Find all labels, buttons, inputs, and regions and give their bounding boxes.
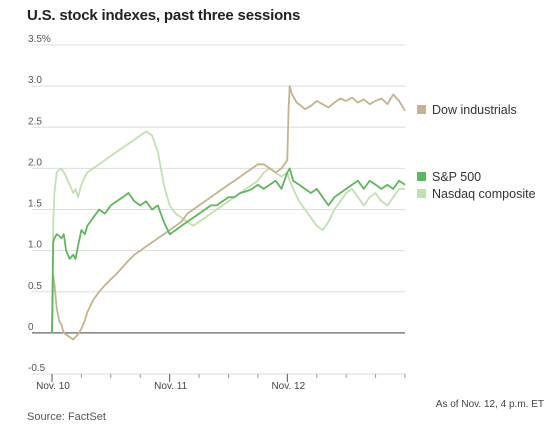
legend: Dow industrials S&P 500 Nasdaq composite [417,103,536,201]
y-tick-label: 2.0 [28,157,42,168]
y-tick-label: 3.5% [28,34,51,45]
legend-label-nasdaq-composite: Nasdaq composite [432,187,536,201]
y-axis-ticks: -0.5 0 0.5 1.0 1.5 2.0 2.5 3.0 3.5% [28,34,51,374]
x-tick-label: Nov. 11 [154,381,187,392]
legend-swatch-dow-industrials [417,105,426,114]
y-tick-label: 0.5 [28,281,42,292]
source-note: Source: FactSet [27,411,106,423]
chart-title: U.S. stock indexes, past three sessions [27,7,301,24]
y-tick-label: 2.5 [28,116,42,127]
legend-swatch-nasdaq-composite [417,189,426,198]
x-tick-label: Nov. 12 [271,381,305,392]
series-line-nasdaq-composite [51,130,405,333]
as-of-note: As of Nov. 12, 4 p.m. ET [435,399,544,410]
series-line-s-p-500 [51,167,406,333]
series-line-dow-industrials [51,85,406,341]
legend-label-s-p-500: S&P 500 [432,170,481,184]
y-tick-label: 3.0 [28,75,42,86]
grid-lines [32,44,405,375]
y-tick-label: -0.5 [28,363,46,374]
series-lines [51,85,406,341]
y-tick-label: 1.0 [28,240,42,251]
x-tick-label: Nov. 10 [36,381,70,392]
y-tick-label: 0 [28,322,34,333]
x-axis-ticks: Nov. 10 Nov. 11 Nov. 12 [36,374,406,392]
y-tick-label: 1.5 [28,199,42,210]
legend-label-dow-industrials: Dow industrials [432,103,517,117]
legend-swatch-s-p-500 [417,172,426,181]
